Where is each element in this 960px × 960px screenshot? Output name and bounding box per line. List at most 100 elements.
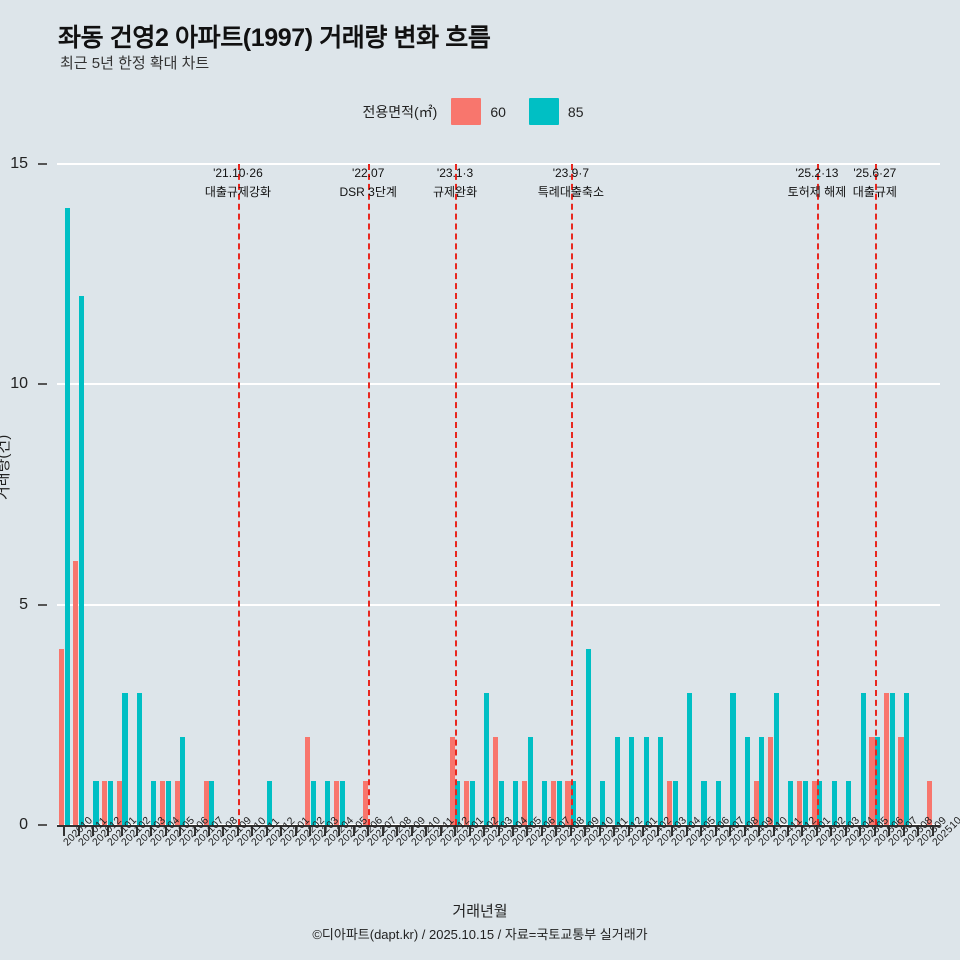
x-axis-tick — [381, 825, 384, 836]
bar-202308-60 — [551, 780, 557, 825]
x-axis-tick — [207, 825, 210, 836]
bar-202508-85 — [904, 692, 910, 825]
bar-202409-85 — [744, 736, 750, 825]
bar-202108-85 — [209, 780, 215, 825]
x-axis-tick — [801, 825, 804, 836]
x-axis-tick — [888, 825, 891, 836]
x-axis-tick — [830, 825, 833, 836]
bar-202010-60 — [58, 648, 64, 825]
x-axis-tick — [743, 825, 746, 836]
x-axis-tick — [179, 825, 182, 836]
footer-credit: ©디아파트(dapt.kr) / 2025.10.15 / 자료=국토교통부 실… — [312, 927, 648, 942]
bar-202508-60 — [898, 736, 904, 825]
annotation-text: DSR 3단계 — [339, 184, 397, 199]
bar-202101-60 — [102, 780, 108, 825]
y-axis-tick — [38, 603, 47, 606]
x-axis-tick — [627, 825, 630, 836]
x-axis-tick — [454, 825, 457, 836]
bar-202011-85 — [79, 296, 85, 825]
bar-202411-60 — [768, 736, 774, 825]
x-axis-tick — [309, 825, 312, 836]
x-axis-tick — [63, 825, 66, 836]
annotation-text: 대출규제강화 — [204, 184, 272, 199]
annotation-label-202207: '22.07 DSR 3단계 — [340, 164, 397, 201]
annotation-text: 특례대출축소 — [537, 184, 604, 199]
bar-202510-60 — [927, 780, 933, 825]
x-axis-tick — [685, 825, 688, 836]
bar-202503-85 — [831, 780, 837, 825]
x-axis-tick — [439, 825, 442, 836]
gridline — [57, 163, 940, 165]
chart-legend: 전용면적(㎡) 60 85 — [0, 98, 960, 125]
legend-label-85: 85 — [567, 103, 584, 120]
y-axis-title: 거래량(건) — [0, 434, 12, 500]
x-axis-tick — [367, 825, 370, 836]
x-axis-tick — [758, 825, 761, 836]
page-title: 좌동 건영2 아파트(1997) 거래량 변화 흐름 — [58, 24, 491, 52]
x-axis-tick — [569, 825, 572, 836]
annotation-date: '25.6·27 — [853, 166, 897, 180]
bar-202506-85 — [875, 736, 881, 825]
x-axis-tick — [77, 825, 80, 836]
x-axis-tick — [92, 825, 95, 836]
bar-202506-60 — [869, 736, 875, 825]
bar-202203-60 — [304, 736, 310, 825]
gridline — [57, 383, 940, 386]
legend-swatch-60 — [451, 98, 482, 125]
x-axis-tick — [150, 825, 153, 836]
bar-202310-85 — [585, 648, 591, 825]
y-axis-tick-label: 10 — [10, 375, 28, 393]
bar-202103-85 — [136, 692, 142, 825]
x-axis-tick — [729, 825, 732, 836]
x-axis-tick — [280, 825, 283, 836]
bar-202204-85 — [325, 780, 331, 825]
bar-202112-85 — [267, 780, 273, 825]
x-axis-tick — [352, 825, 355, 836]
annotation-line-202502 — [816, 164, 819, 825]
x-axis-tick — [555, 825, 558, 836]
annotation-date: '22.07 — [352, 166, 385, 180]
x-axis-tick — [121, 825, 124, 836]
x-axis-tick — [598, 825, 601, 836]
x-axis-tick — [787, 825, 789, 836]
legend-label-60: 60 — [490, 103, 506, 120]
bar-202102-85 — [122, 692, 128, 825]
x-axis-tick — [613, 825, 616, 836]
y-axis-tick-labels: 0 5 10 15 — [0, 155, 48, 833]
x-axis-tick — [425, 825, 428, 836]
x-axis-tick — [584, 825, 587, 836]
bar-202402-85 — [643, 736, 649, 825]
bar-202504-85 — [846, 780, 852, 825]
bar-202303-85 — [484, 692, 490, 825]
x-axis-tick — [396, 825, 399, 836]
bar-202308-85 — [556, 780, 562, 825]
annotation-label-202502: '25.2·13 토허제 해제 — [788, 164, 847, 201]
x-axis-tick — [483, 825, 486, 836]
bar-202306-85 — [527, 736, 533, 825]
x-axis-tick — [135, 825, 138, 836]
annotation-date: '21.10·26 — [213, 166, 263, 180]
bar-202205-85 — [339, 780, 345, 825]
bar-202304-85 — [498, 780, 504, 825]
bar-202407-85 — [715, 780, 722, 825]
bar-202311-85 — [600, 780, 606, 825]
bar-202301-85 — [455, 780, 461, 825]
y-axis-tick — [38, 383, 47, 386]
bar-202105-60 — [160, 780, 166, 825]
x-axis-title: 거래년월 — [452, 903, 508, 920]
bar-202106-85 — [180, 736, 186, 825]
annotation-label-202110: '21.10·26 대출규제강화 — [205, 164, 271, 201]
bar-202410-85 — [759, 736, 765, 825]
bar-202412-85 — [788, 780, 794, 825]
x-axis-tick — [164, 825, 167, 836]
bar-series-container — [57, 164, 940, 825]
bar-202012-85 — [93, 780, 99, 825]
bar-202307-85 — [542, 780, 548, 825]
bar-202302-85 — [469, 780, 475, 825]
bar-202404-60 — [666, 780, 672, 825]
annotation-date: '23.9·7 — [552, 166, 590, 180]
annotation-date: '23.1·3 — [436, 166, 474, 180]
x-axis-tick — [106, 825, 109, 836]
bar-202301-60 — [449, 736, 455, 825]
x-axis-tick — [511, 825, 514, 836]
